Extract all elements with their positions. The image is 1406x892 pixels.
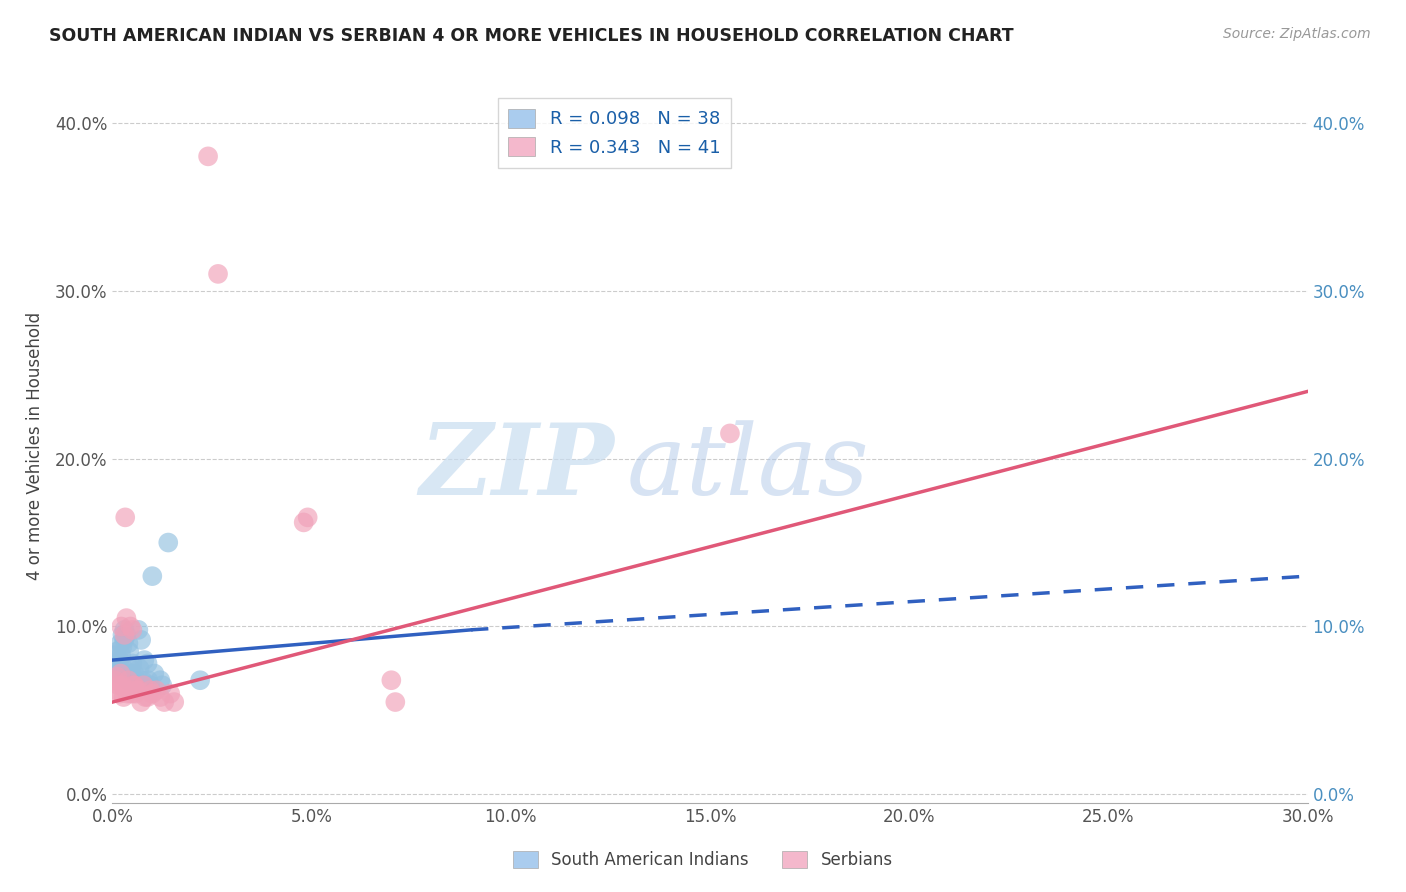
- Point: [134, 653, 156, 667]
- Point: [114, 623, 135, 637]
- Point: [111, 628, 134, 642]
- Text: ZIP: ZIP: [419, 419, 614, 516]
- Point: [163, 695, 186, 709]
- Point: [107, 678, 129, 692]
- Point: [188, 673, 211, 688]
- Point: [127, 623, 149, 637]
- Point: [136, 690, 159, 704]
- Point: [129, 632, 152, 647]
- Point: [112, 661, 135, 675]
- Point: [139, 683, 162, 698]
- Point: [124, 678, 146, 692]
- Point: [127, 683, 149, 698]
- Point: [380, 673, 402, 688]
- Point: [104, 683, 127, 698]
- Point: [117, 673, 139, 688]
- Point: [150, 678, 173, 692]
- Point: [103, 648, 125, 662]
- Point: [141, 687, 163, 701]
- Point: [114, 510, 136, 524]
- Point: [138, 673, 160, 688]
- Point: [197, 149, 219, 163]
- Point: [112, 690, 135, 704]
- Point: [115, 611, 138, 625]
- Point: [297, 510, 319, 524]
- Point: [143, 666, 166, 681]
- Point: [207, 267, 229, 281]
- Point: [149, 690, 172, 704]
- Point: [134, 690, 156, 704]
- Point: [108, 687, 131, 701]
- Point: [114, 628, 135, 642]
- Point: [139, 678, 162, 692]
- Point: [157, 535, 180, 549]
- Point: [108, 653, 131, 667]
- Point: [110, 648, 132, 662]
- Point: [110, 619, 132, 633]
- Point: [121, 623, 143, 637]
- Point: [117, 673, 139, 688]
- Point: [121, 687, 143, 701]
- Point: [121, 657, 143, 671]
- Point: [136, 657, 159, 671]
- Point: [111, 678, 134, 692]
- Point: [114, 632, 135, 647]
- Point: [115, 628, 138, 642]
- Point: [132, 678, 155, 692]
- Point: [128, 661, 150, 675]
- Point: [105, 645, 128, 659]
- Point: [384, 695, 406, 709]
- Text: atlas: atlas: [627, 420, 869, 515]
- Point: [153, 695, 176, 709]
- Point: [718, 426, 741, 441]
- Text: SOUTH AMERICAN INDIAN VS SERBIAN 4 OR MORE VEHICLES IN HOUSEHOLD CORRELATION CHA: SOUTH AMERICAN INDIAN VS SERBIAN 4 OR MO…: [49, 27, 1014, 45]
- Point: [145, 683, 167, 698]
- Text: Source: ZipAtlas.com: Source: ZipAtlas.com: [1223, 27, 1371, 41]
- Point: [131, 673, 153, 688]
- Point: [110, 666, 132, 681]
- Point: [110, 636, 132, 650]
- Point: [134, 678, 156, 692]
- Point: [105, 670, 128, 684]
- Point: [149, 673, 172, 688]
- Legend: South American Indians, Serbians: South American Indians, Serbians: [503, 841, 903, 880]
- Point: [120, 619, 142, 633]
- Point: [118, 645, 141, 659]
- Point: [292, 516, 315, 530]
- Point: [125, 673, 148, 688]
- Point: [128, 683, 150, 698]
- Point: [104, 661, 127, 675]
- Point: [103, 673, 125, 688]
- Point: [120, 673, 142, 688]
- Point: [118, 683, 141, 698]
- Y-axis label: 4 or more Vehicles in Household: 4 or more Vehicles in Household: [25, 312, 44, 580]
- Point: [122, 678, 145, 692]
- Point: [124, 687, 146, 701]
- Point: [121, 666, 143, 681]
- Point: [141, 569, 163, 583]
- Point: [117, 687, 139, 701]
- Point: [117, 636, 139, 650]
- Point: [107, 666, 129, 681]
- Point: [124, 666, 146, 681]
- Point: [111, 640, 134, 654]
- Point: [120, 661, 142, 675]
- Point: [159, 687, 181, 701]
- Point: [105, 657, 128, 671]
- Point: [129, 695, 152, 709]
- Legend: R = 0.098   N = 38, R = 0.343   N = 41: R = 0.098 N = 38, R = 0.343 N = 41: [498, 98, 731, 168]
